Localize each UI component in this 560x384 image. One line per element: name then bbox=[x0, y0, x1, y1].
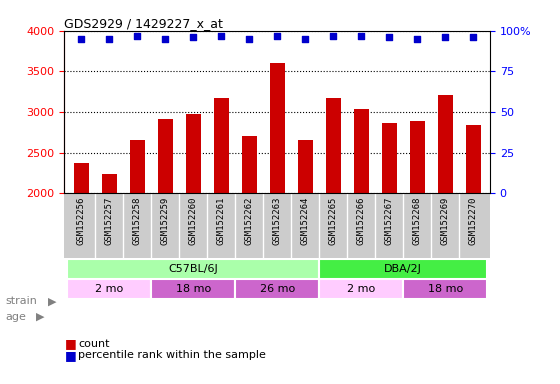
Bar bbox=[325, 98, 341, 193]
Text: GSM152263: GSM152263 bbox=[273, 197, 282, 245]
Text: 2 mo: 2 mo bbox=[347, 284, 375, 294]
Text: GSM152266: GSM152266 bbox=[357, 197, 366, 245]
Text: percentile rank within the sample: percentile rank within the sample bbox=[78, 350, 266, 360]
Text: 18 mo: 18 mo bbox=[428, 284, 463, 294]
Text: GSM152257: GSM152257 bbox=[105, 197, 114, 245]
Point bbox=[245, 36, 254, 42]
Text: 26 mo: 26 mo bbox=[260, 284, 295, 294]
Text: GSM152260: GSM152260 bbox=[189, 197, 198, 245]
Text: C57BL/6J: C57BL/6J bbox=[169, 264, 218, 274]
Bar bbox=[319, 279, 403, 299]
Text: GDS2929 / 1429227_x_at: GDS2929 / 1429227_x_at bbox=[64, 17, 223, 30]
Bar bbox=[241, 136, 257, 193]
Bar bbox=[269, 63, 285, 193]
Text: ■: ■ bbox=[64, 349, 76, 362]
Text: ■: ■ bbox=[64, 337, 76, 350]
Point bbox=[217, 33, 226, 39]
Bar bbox=[185, 114, 201, 193]
Text: DBA/2J: DBA/2J bbox=[384, 264, 422, 274]
Text: 18 mo: 18 mo bbox=[176, 284, 211, 294]
Bar bbox=[235, 279, 319, 299]
Text: GSM152262: GSM152262 bbox=[245, 197, 254, 245]
Bar bbox=[101, 174, 117, 193]
Point bbox=[385, 34, 394, 40]
Text: GSM152258: GSM152258 bbox=[133, 197, 142, 245]
Bar bbox=[67, 279, 151, 299]
Text: GSM152270: GSM152270 bbox=[469, 197, 478, 245]
Bar bbox=[437, 95, 453, 193]
Bar bbox=[297, 141, 313, 193]
Bar bbox=[151, 279, 235, 299]
Bar bbox=[213, 98, 229, 193]
Text: GSM152269: GSM152269 bbox=[441, 197, 450, 245]
Text: GSM152264: GSM152264 bbox=[301, 197, 310, 245]
Point bbox=[357, 33, 366, 39]
Point bbox=[273, 33, 282, 39]
Bar bbox=[157, 119, 173, 193]
Bar bbox=[67, 259, 319, 278]
Text: ▶: ▶ bbox=[48, 296, 56, 306]
Point bbox=[189, 34, 198, 40]
Bar bbox=[381, 122, 397, 193]
Text: GSM152268: GSM152268 bbox=[413, 197, 422, 245]
Bar bbox=[403, 279, 487, 299]
Point bbox=[77, 36, 86, 42]
Text: GSM152259: GSM152259 bbox=[161, 197, 170, 245]
Bar bbox=[129, 141, 145, 193]
Text: GSM152256: GSM152256 bbox=[77, 197, 86, 245]
Text: GSM152267: GSM152267 bbox=[385, 197, 394, 245]
Point bbox=[161, 36, 170, 42]
Bar bbox=[409, 121, 425, 193]
Text: 2 mo: 2 mo bbox=[95, 284, 123, 294]
Bar bbox=[319, 259, 487, 278]
Bar bbox=[353, 109, 369, 193]
Bar bbox=[465, 125, 481, 193]
Point bbox=[469, 34, 478, 40]
Point bbox=[441, 34, 450, 40]
Point bbox=[105, 36, 114, 42]
Point bbox=[301, 36, 310, 42]
Text: GSM152265: GSM152265 bbox=[329, 197, 338, 245]
Point bbox=[133, 33, 142, 39]
Text: age: age bbox=[6, 312, 26, 322]
Point bbox=[329, 33, 338, 39]
Bar bbox=[73, 163, 89, 193]
Text: ▶: ▶ bbox=[36, 312, 45, 322]
Text: strain: strain bbox=[6, 296, 38, 306]
Text: GSM152261: GSM152261 bbox=[217, 197, 226, 245]
Text: count: count bbox=[78, 339, 110, 349]
Point bbox=[413, 36, 422, 42]
